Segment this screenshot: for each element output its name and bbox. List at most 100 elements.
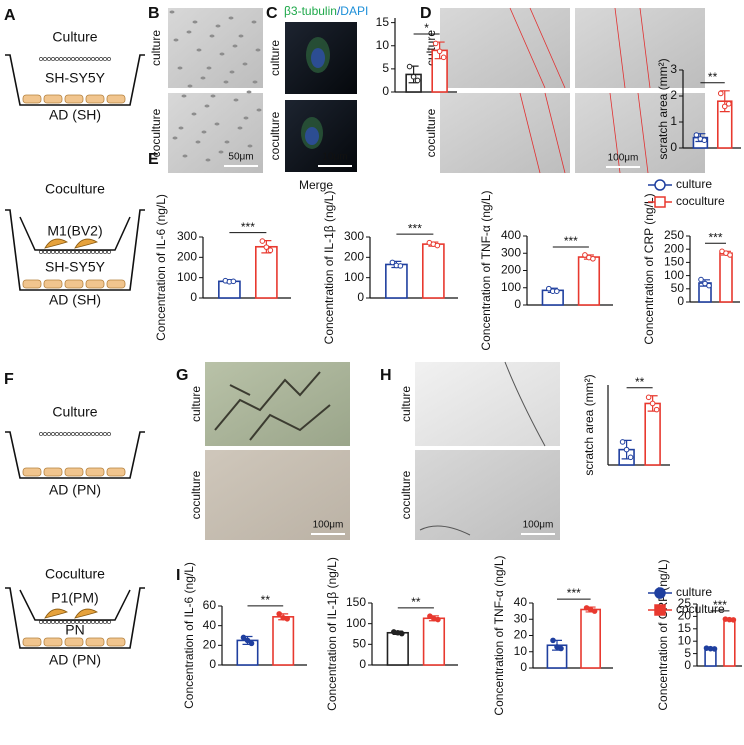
diagram-title: Culture (52, 404, 97, 420)
membrane-pore (51, 620, 55, 624)
data-point (267, 247, 274, 254)
membrane-pore (79, 620, 83, 624)
cell-body (206, 66, 212, 70)
membrane-pore (43, 620, 47, 624)
insert-label: M1(BV2) (47, 223, 102, 239)
row-label: coculture (399, 470, 413, 519)
y-tick-label: 300 (344, 229, 364, 243)
y-tick-label: 150 (346, 595, 366, 609)
cell-body (243, 116, 249, 120)
y-tick-label: 0 (677, 294, 684, 308)
membrane-pore (59, 57, 63, 61)
cell-body (186, 30, 192, 34)
membrane-pore (87, 432, 91, 436)
data-point (435, 616, 441, 623)
bar (644, 402, 661, 466)
data-point (284, 615, 291, 622)
cell (22, 94, 42, 104)
y-axis-label: scratch area (mm²) (582, 374, 596, 475)
neurite (214, 371, 331, 441)
title-part: β3-tubulin (284, 4, 337, 18)
cell-label: PN (65, 622, 84, 638)
row-label: coculture (189, 470, 203, 519)
cell (106, 637, 126, 647)
cell-body (246, 90, 252, 94)
bar (386, 631, 409, 666)
membrane-pore (63, 57, 67, 61)
y-tick-label: 0 (357, 290, 364, 304)
cell-label: SH-SY5Y (45, 259, 106, 275)
data-point (701, 137, 708, 143)
data-point (582, 252, 588, 258)
cell-body (232, 44, 238, 48)
insert (19, 216, 131, 251)
membrane-pore (95, 250, 99, 254)
legend-marker (654, 179, 666, 191)
cell (64, 467, 84, 477)
membrane-pore (51, 57, 55, 61)
panel-letter: C (266, 5, 278, 22)
y-axis-label: Concentration of IL-1β (ng/L) (325, 557, 339, 711)
y-tick-label: 0 (684, 658, 691, 672)
legend-label: culture (676, 177, 712, 191)
bar (723, 618, 736, 667)
cell (85, 94, 105, 104)
membrane-pore (39, 620, 43, 624)
data-point (725, 101, 732, 107)
data-point (259, 238, 266, 244)
y-tick-label: 100 (501, 280, 521, 294)
bar (385, 263, 408, 299)
membrane-pore (59, 620, 63, 624)
data-point (619, 439, 626, 445)
y-axis-label: Concentration of TNF-α (ng/L) (479, 190, 493, 350)
y-axis-label: scratch area (mm²) (656, 58, 670, 159)
data-point (389, 259, 396, 266)
cell-body (182, 154, 188, 158)
data-point (649, 400, 656, 407)
panel-letter: E (148, 151, 159, 168)
scratch-debris (419, 361, 546, 536)
panel-letter: G (176, 367, 188, 384)
membrane-pore (95, 432, 99, 436)
y-tick-label: 15 (376, 15, 390, 29)
micrograph (168, 93, 263, 173)
membrane-pore (79, 250, 83, 254)
membrane-pore (55, 57, 59, 61)
membrane-pore (63, 620, 67, 624)
membrane-pore (99, 250, 103, 254)
y-tick-label: 0 (209, 657, 216, 671)
membrane-pore (107, 250, 111, 254)
y-tick-label: 100 (344, 270, 364, 284)
cell-body (251, 20, 257, 24)
data-point (434, 242, 441, 249)
y-tick-label: 300 (501, 245, 521, 259)
data-point (244, 637, 251, 644)
significance-label: * (424, 21, 429, 35)
cell-body (237, 126, 243, 130)
y-tick-label: 20 (203, 638, 217, 652)
row-label: culture (268, 40, 282, 76)
cell-body (178, 126, 184, 130)
significance-label: *** (564, 234, 578, 248)
cell-body (218, 150, 224, 154)
significance-label: *** (567, 586, 581, 600)
micrograph (440, 93, 570, 173)
scratch-edge (509, 7, 651, 174)
data-point (693, 132, 700, 138)
legend-label: culture (676, 585, 712, 599)
y-axis-label: Concentration of TNF-α (ng/L) (492, 555, 506, 715)
y-tick-label: 25 (678, 596, 692, 610)
membrane-pore (67, 57, 71, 61)
bar (421, 243, 445, 299)
membrane-pore (39, 432, 43, 436)
cell-body (255, 48, 261, 52)
data-point (263, 244, 270, 250)
y-tick-label: 0 (520, 660, 527, 674)
cell-body (238, 34, 244, 38)
y-tick-label: 0 (190, 290, 197, 304)
membrane-pore (51, 250, 55, 254)
membrane-pore (55, 250, 59, 254)
row-label: culture (189, 386, 203, 422)
data-point (397, 263, 404, 269)
